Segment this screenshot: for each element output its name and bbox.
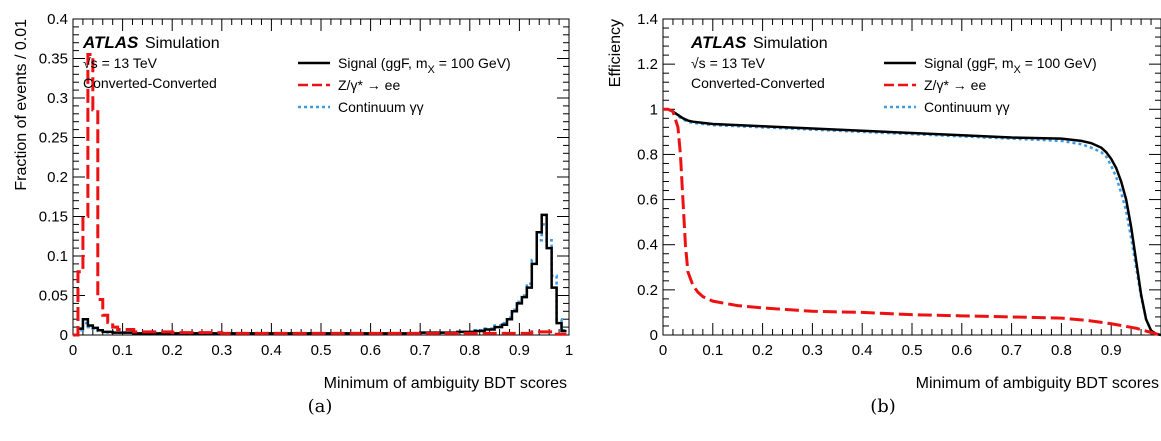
x-tick-label: 0.9 <box>509 342 530 359</box>
x-axis-label: Minimum of ambiguity BDT scores <box>324 375 567 392</box>
x-tick-label: 0.8 <box>1051 342 1072 359</box>
x-tick-label: 1 <box>565 342 573 359</box>
x-tick-label: 0.2 <box>752 342 773 359</box>
y-tick-label: 0.05 <box>39 288 68 305</box>
y-tick-label: 0.25 <box>39 130 68 147</box>
x-tick-label: 0.2 <box>162 342 183 359</box>
series-line-signal <box>73 213 567 337</box>
y-tick-label: 0.3 <box>47 90 68 107</box>
y-tick-label: 1.2 <box>637 56 658 73</box>
legend-label-zee: Z/γ* → ee <box>338 77 400 93</box>
x-tick-label: 0.4 <box>261 342 282 359</box>
x-tick-label: 0.3 <box>211 342 232 359</box>
y-tick-label: 0.1 <box>47 248 68 265</box>
atlas-suffix: Simulation <box>753 35 828 52</box>
y-tick-label: 0.6 <box>637 192 658 209</box>
category-label: Converted-Converted <box>691 75 825 91</box>
x-tick-label: 0 <box>69 342 77 359</box>
x-tick-label: 0.6 <box>951 342 972 359</box>
x-tick-label: 0.7 <box>410 342 431 359</box>
x-tick-label: 0.6 <box>360 342 381 359</box>
y-tick-label: 0.4 <box>47 11 68 28</box>
category-label: Converted-Converted <box>83 75 217 91</box>
series-line-zee <box>663 107 1161 337</box>
legend: Signal (ggF, mX = 100 GeV)Z/γ* → ee Conti… <box>298 55 511 115</box>
series-line-signal <box>663 108 1161 337</box>
legend-label-zee: Z/γ* → ee <box>924 77 986 93</box>
legend-label-continuum: Continuum γγ <box>924 99 1010 115</box>
x-tick-label: 0.7 <box>1001 342 1022 359</box>
y-tick-label: 0 <box>650 327 658 344</box>
atlas-label: ATLAS <box>690 33 747 52</box>
legend: Signal (ggF, mX = 100 GeV)Z/γ* → ee Conti… <box>884 55 1097 115</box>
y-tick-label: 0.8 <box>637 146 658 163</box>
legend-label-signal: Signal (ggF, mX = 100 GeV) <box>338 55 511 76</box>
panel-caption: (a) <box>308 396 333 417</box>
y-tick-label: 0.2 <box>637 282 658 299</box>
x-tick-label: 0.1 <box>702 342 723 359</box>
x-tick-label: 0.9 <box>1101 342 1122 359</box>
x-tick-label: 0 <box>659 342 667 359</box>
y-tick-label: 1.4 <box>637 11 658 28</box>
legend-label-signal: Signal (ggF, mX = 100 GeV) <box>924 55 1097 76</box>
x-tick-label: 0.5 <box>311 342 332 359</box>
y-tick-label: 0.4 <box>637 237 658 254</box>
atlas-suffix: Simulation <box>145 35 220 52</box>
y-tick-label: 0 <box>60 327 68 344</box>
chart-panel-b: 0 0.1 0.2 0.3 0.4 0.5 0.6 0.7 0.8 0.9 0 0.2 0.4 0.6 0.… <box>607 11 1161 417</box>
x-tick-label: 0.1 <box>112 342 133 359</box>
legend-label-continuum: Continuum γγ <box>338 99 424 115</box>
panel-caption: (b) <box>870 396 896 417</box>
y-tick-label: 1 <box>650 101 658 118</box>
series-line-continuum <box>73 223 567 337</box>
x-tick-label: 0.4 <box>852 342 873 359</box>
y-axis-label: Fraction of events / 0.01 <box>13 19 30 191</box>
chart-panel-a: 0 0.1 0.2 0.3 0.4 0.5 0.6 0.7 0.8 0.9 1 0 0.05 0.1 0.1… <box>13 11 573 417</box>
y-axis-label: Efficiency <box>607 19 624 87</box>
x-tick-label: 0.8 <box>459 342 480 359</box>
x-tick-label: 0.3 <box>802 342 823 359</box>
x-axis-label: Minimum of ambiguity BDT scores <box>916 375 1159 392</box>
y-tick-label: 0.15 <box>39 209 68 226</box>
energy-label: √s = 13 TeV <box>83 55 158 71</box>
atlas-label: ATLAS <box>82 33 139 52</box>
y-tick-label: 0.35 <box>39 51 68 68</box>
y-tick-label: 0.2 <box>47 169 68 186</box>
series-line-zee <box>73 53 567 337</box>
energy-label: √s = 13 TeV <box>691 55 766 71</box>
x-tick-label: 0.5 <box>902 342 923 359</box>
